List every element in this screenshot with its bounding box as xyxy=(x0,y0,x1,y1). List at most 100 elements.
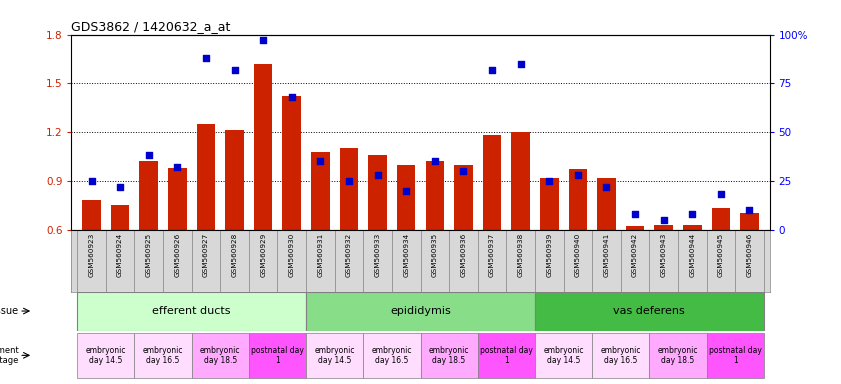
Point xyxy=(85,178,98,184)
Point xyxy=(714,191,727,197)
Text: GSM560925: GSM560925 xyxy=(145,233,151,277)
Text: GSM560940: GSM560940 xyxy=(575,233,581,277)
Bar xyxy=(225,131,244,230)
Bar xyxy=(197,124,215,230)
Bar xyxy=(77,333,135,378)
Point xyxy=(399,187,413,194)
Text: embryonic
day 16.5: embryonic day 16.5 xyxy=(372,346,412,365)
Bar xyxy=(306,333,363,378)
Text: GSM560934: GSM560934 xyxy=(403,233,410,277)
Text: embryonic
day 14.5: embryonic day 14.5 xyxy=(315,346,355,365)
Text: GSM560942: GSM560942 xyxy=(632,233,638,277)
Text: GDS3862 / 1420632_a_at: GDS3862 / 1420632_a_at xyxy=(71,20,231,33)
Point xyxy=(600,184,613,190)
Text: GSM560936: GSM560936 xyxy=(460,233,467,277)
Point xyxy=(171,164,184,170)
Bar xyxy=(140,161,158,230)
Point xyxy=(114,184,127,190)
Point xyxy=(142,152,156,159)
Point xyxy=(228,66,241,73)
Bar xyxy=(283,96,301,230)
Text: postnatal day
1: postnatal day 1 xyxy=(709,346,762,365)
Point xyxy=(542,178,556,184)
Bar xyxy=(82,200,101,230)
Text: GSM560930: GSM560930 xyxy=(288,233,294,277)
Text: vas deferens: vas deferens xyxy=(613,306,685,316)
Text: GSM560935: GSM560935 xyxy=(431,233,438,277)
Text: GSM560926: GSM560926 xyxy=(174,233,180,277)
Bar xyxy=(654,225,673,230)
Bar xyxy=(426,161,444,230)
Bar xyxy=(483,135,501,230)
Text: embryonic
day 14.5: embryonic day 14.5 xyxy=(543,346,584,365)
Bar xyxy=(368,155,387,230)
Text: GSM560946: GSM560946 xyxy=(747,233,753,277)
Point xyxy=(571,172,584,178)
Bar xyxy=(192,333,249,378)
Text: GSM560931: GSM560931 xyxy=(317,233,324,277)
Bar xyxy=(168,168,187,230)
Point xyxy=(428,158,442,164)
Bar xyxy=(683,225,701,230)
Text: GSM560924: GSM560924 xyxy=(117,233,123,277)
Text: GSM560937: GSM560937 xyxy=(489,233,495,277)
Text: GSM560923: GSM560923 xyxy=(88,233,94,277)
Text: GSM560929: GSM560929 xyxy=(260,233,266,277)
Point xyxy=(199,55,213,61)
Text: development
stage: development stage xyxy=(0,346,19,365)
Point xyxy=(514,61,527,67)
Point xyxy=(342,178,356,184)
Point xyxy=(371,172,384,178)
Point xyxy=(743,207,756,213)
Bar xyxy=(626,226,644,230)
Text: tissue: tissue xyxy=(0,306,19,316)
Point xyxy=(457,168,470,174)
Bar xyxy=(569,169,587,230)
Text: GSM560938: GSM560938 xyxy=(517,233,524,277)
Text: GSM560928: GSM560928 xyxy=(231,233,237,277)
Text: embryonic
day 14.5: embryonic day 14.5 xyxy=(86,346,126,365)
Bar xyxy=(535,291,764,331)
Bar xyxy=(592,333,649,378)
Bar xyxy=(535,333,592,378)
Bar xyxy=(397,164,415,230)
Bar xyxy=(511,132,530,230)
Bar xyxy=(311,152,330,230)
Text: epididymis: epididymis xyxy=(390,306,451,316)
Text: GSM560933: GSM560933 xyxy=(374,233,381,277)
Point xyxy=(628,211,642,217)
Bar xyxy=(340,148,358,230)
Point xyxy=(485,66,499,73)
Text: GSM560932: GSM560932 xyxy=(346,233,352,277)
Bar xyxy=(740,213,759,230)
Bar xyxy=(420,333,478,378)
Bar xyxy=(249,333,306,378)
Bar xyxy=(649,333,706,378)
Point xyxy=(285,94,299,100)
Text: postnatal day
1: postnatal day 1 xyxy=(251,346,304,365)
Bar xyxy=(77,291,306,331)
Point xyxy=(685,211,699,217)
Point xyxy=(257,37,270,43)
Bar xyxy=(306,291,535,331)
Text: GSM560943: GSM560943 xyxy=(661,233,667,277)
Bar xyxy=(363,333,420,378)
Text: GSM560941: GSM560941 xyxy=(604,233,610,277)
Bar xyxy=(135,333,192,378)
Bar xyxy=(711,209,730,230)
Text: postnatal day
1: postnatal day 1 xyxy=(480,346,532,365)
Text: embryonic
day 18.5: embryonic day 18.5 xyxy=(429,346,469,365)
Bar xyxy=(597,177,616,230)
Text: embryonic
day 18.5: embryonic day 18.5 xyxy=(658,346,698,365)
Text: efferent ducts: efferent ducts xyxy=(152,306,231,316)
Text: GSM560945: GSM560945 xyxy=(718,233,724,277)
Text: embryonic
day 16.5: embryonic day 16.5 xyxy=(600,346,641,365)
Text: embryonic
day 16.5: embryonic day 16.5 xyxy=(143,346,183,365)
Bar xyxy=(540,177,558,230)
Bar xyxy=(478,333,535,378)
Text: embryonic
day 18.5: embryonic day 18.5 xyxy=(200,346,241,365)
Text: GSM560939: GSM560939 xyxy=(547,233,553,277)
Point xyxy=(657,217,670,223)
Text: GSM560944: GSM560944 xyxy=(690,233,696,277)
Bar xyxy=(111,205,130,230)
